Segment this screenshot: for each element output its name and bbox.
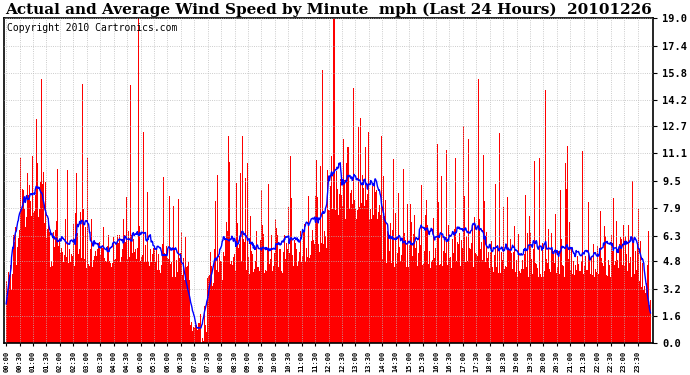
Text: Copyright 2010 Cartronics.com: Copyright 2010 Cartronics.com <box>7 23 177 33</box>
Title: Actual and Average Wind Speed by Minute  mph (Last 24 Hours)  20101226: Actual and Average Wind Speed by Minute … <box>6 3 652 17</box>
